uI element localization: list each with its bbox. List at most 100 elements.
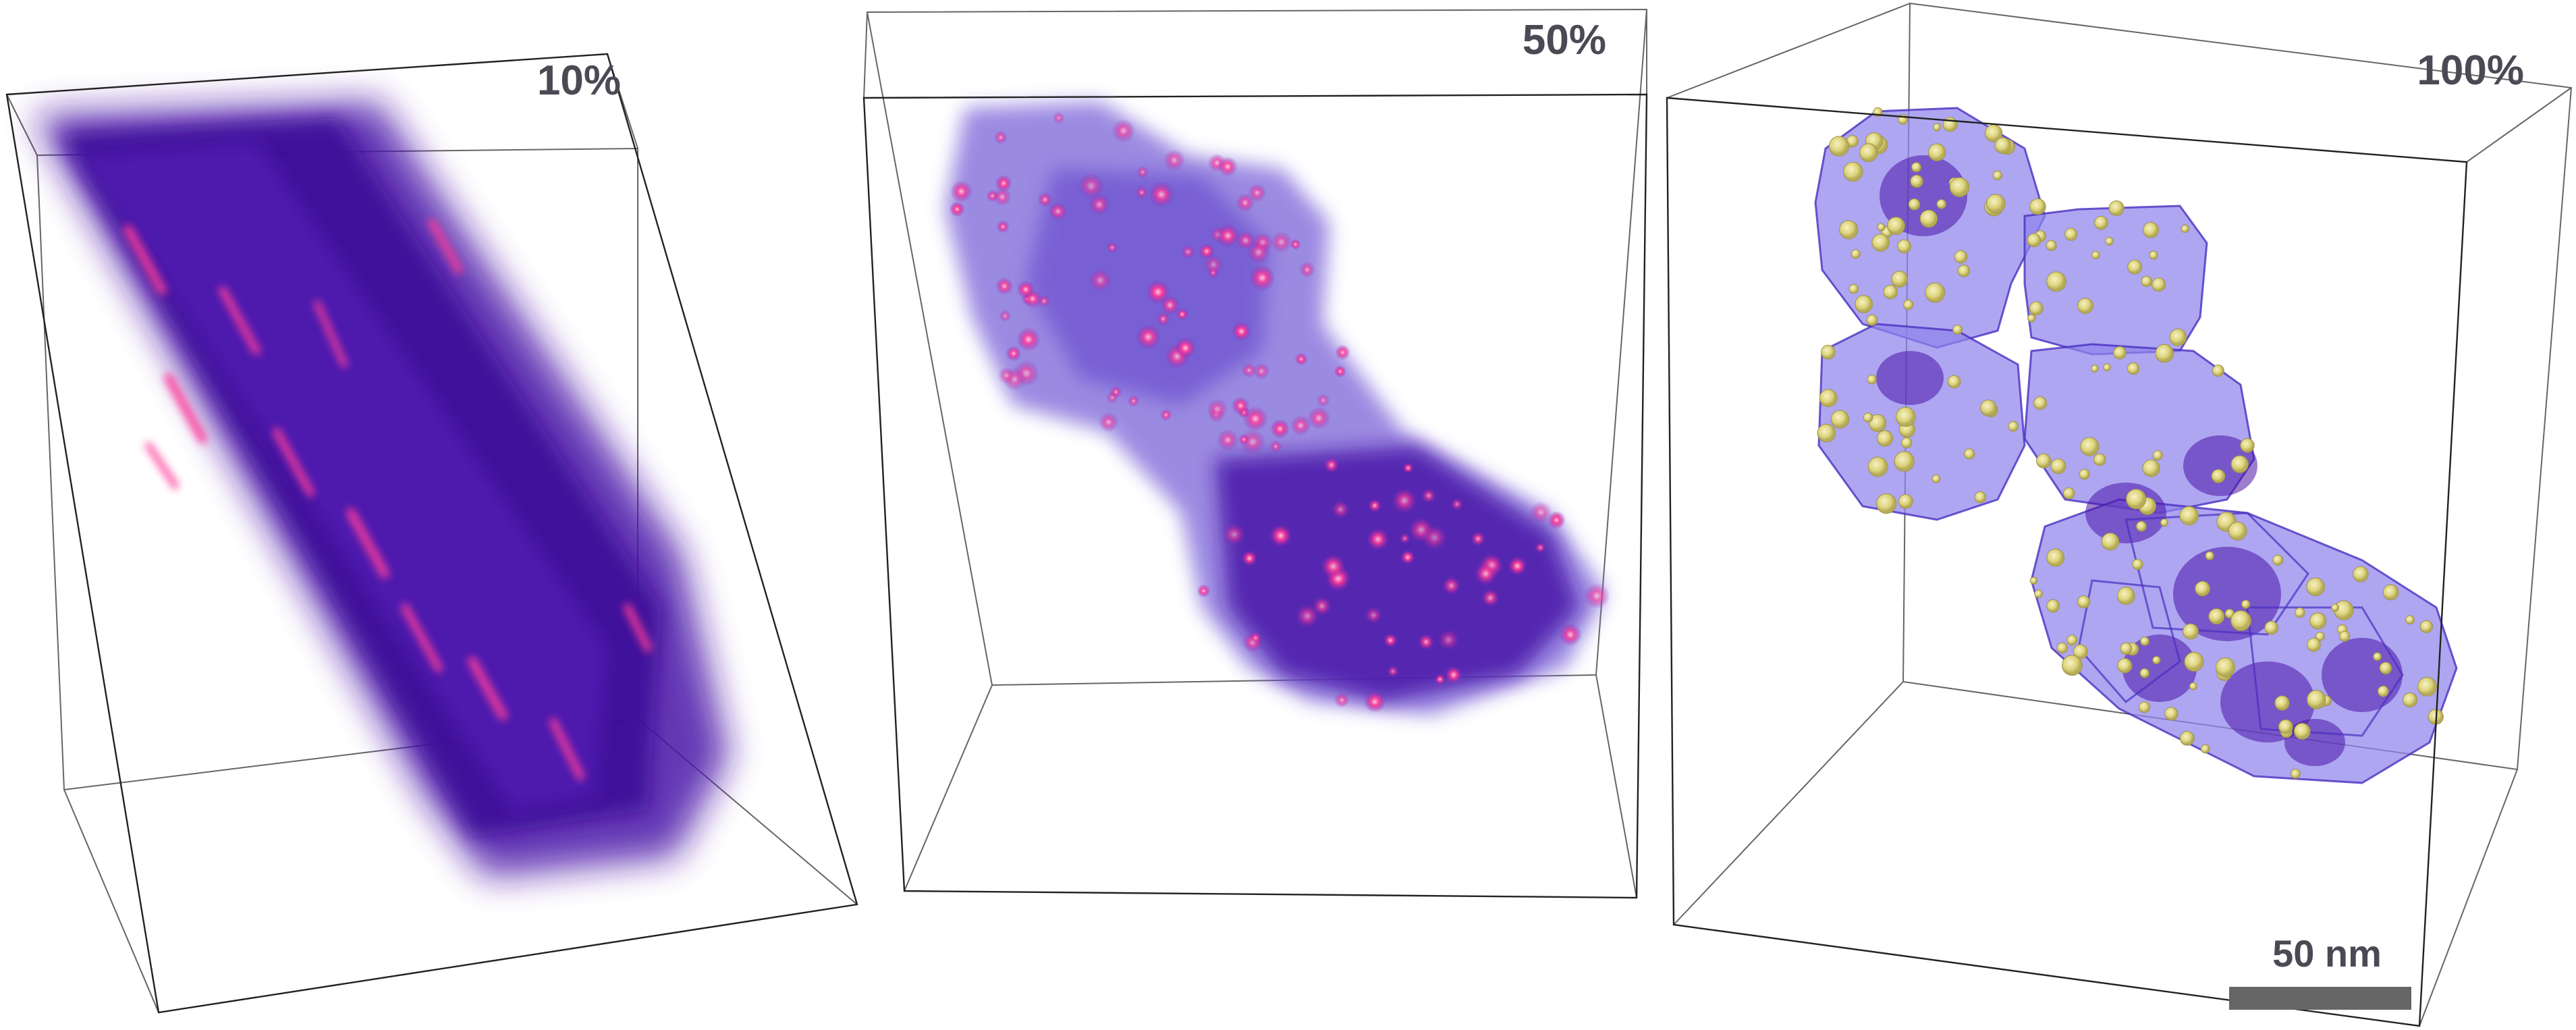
hotspot [1391,487,1418,514]
hotspot [950,180,972,203]
hotspot [1367,498,1382,513]
hotspot [1238,433,1250,445]
hotspot [1270,419,1290,439]
nanoparticle [2240,438,2255,453]
nanoparticle [2093,453,2106,466]
nanoparticle [2403,693,2418,707]
hotspot [1159,408,1172,421]
hotspot [1197,584,1211,598]
hotspot [1236,193,1255,213]
hotspot [1417,633,1435,651]
hotspot [1290,415,1311,436]
nanoparticle [1883,284,1898,300]
hotspot [1241,550,1258,567]
panel-50-percent: 50% [862,8,1648,899]
hotspot [1136,165,1149,179]
hotspot [996,220,1010,234]
nanoparticle [1897,239,1911,254]
nanoparticle [2152,277,2166,292]
hotspot [1253,362,1270,380]
hotspot [1270,231,1292,253]
hotspot [1176,308,1188,321]
nanoparticle [2091,364,2099,373]
panel-100-percent: 100% 50 nm [1666,2,2573,1027]
hotspot [1249,265,1276,291]
nanoparticle [2216,657,2235,678]
nanoparticle [2274,695,2290,711]
nanoparticle [1898,494,1913,509]
nanoparticle [2160,518,2168,527]
bounding-box-front [862,93,1648,899]
nanoparticle [2127,362,2140,375]
nanoparticle [2315,632,2325,641]
volume-render [945,101,1610,715]
nanoparticle [2379,661,2392,675]
hotspot [1316,394,1330,408]
hotspot [1174,337,1197,359]
nanoparticle [2062,655,2083,676]
nanoparticle [2094,215,2108,230]
hotspot [1444,666,1463,684]
nanoparticle [2272,554,2284,566]
hotspot [1547,511,1566,529]
nanoparticle [2046,271,2066,292]
nanoparticle [2417,677,2437,697]
hotspot [1312,596,1332,616]
hotspot [1474,562,1498,586]
hotspot [1098,412,1119,433]
hotspot [1269,524,1292,547]
hotspot [1203,254,1224,275]
nanoparticle [2278,719,2293,734]
bounding-box-front [1666,97,2468,1027]
nanoparticle [2008,421,2019,432]
nanoparticle [2143,221,2159,238]
nanoparticle [1980,400,1997,416]
nanoparticle [2405,615,2415,625]
nanoparticle [2228,521,2247,541]
hotspot [1106,242,1118,254]
nanoparticle [2183,623,2199,640]
hotspot [1386,665,1400,678]
nanoparticle [2331,603,2339,612]
hotspot [1217,157,1238,177]
crystal-top-right [2023,205,2208,356]
nanoparticle [2307,690,2326,709]
hotspot [1481,589,1500,607]
nanoparticle [2105,237,2114,246]
nanoparticle [2103,363,2111,371]
hotspot [1135,324,1161,350]
nanoparticle [1931,475,1941,483]
hotspot [1366,527,1390,551]
nanoparticle [2152,655,2161,665]
hotspot [1207,398,1228,420]
nanoparticle [1896,406,1916,427]
nanoparticle [2179,506,2199,526]
nanoparticle [1994,137,2011,154]
hotspot [1078,172,1105,200]
nanoparticle [1877,223,1886,232]
hotspot [1334,692,1350,708]
nanoparticle [2136,520,2147,532]
nanoparticle [2201,744,2210,754]
nanoparticle [2195,580,2211,597]
nanoparticle [2056,642,2068,654]
nanoparticle [2152,450,2163,460]
hotspot [1470,531,1486,547]
nanoparticle [1876,430,1894,447]
hotspot [1088,194,1111,216]
nanoparticle [2419,620,2433,633]
nanoparticle [2212,364,2224,377]
nanoparticle [2141,275,2152,287]
nanoparticle [2309,612,2327,630]
hotspot [1048,202,1068,221]
hotspot [1320,553,1346,580]
hotspot [1135,186,1149,199]
nanoparticle [1855,295,1873,313]
hotspot [1294,352,1308,366]
nanoparticle [1957,265,1971,277]
nanoparticle [1866,314,1878,326]
nanoparticle [1952,325,1963,335]
nanoparticle [2077,298,2093,315]
nanoparticle [1985,194,2006,214]
hotspot [1331,499,1350,519]
